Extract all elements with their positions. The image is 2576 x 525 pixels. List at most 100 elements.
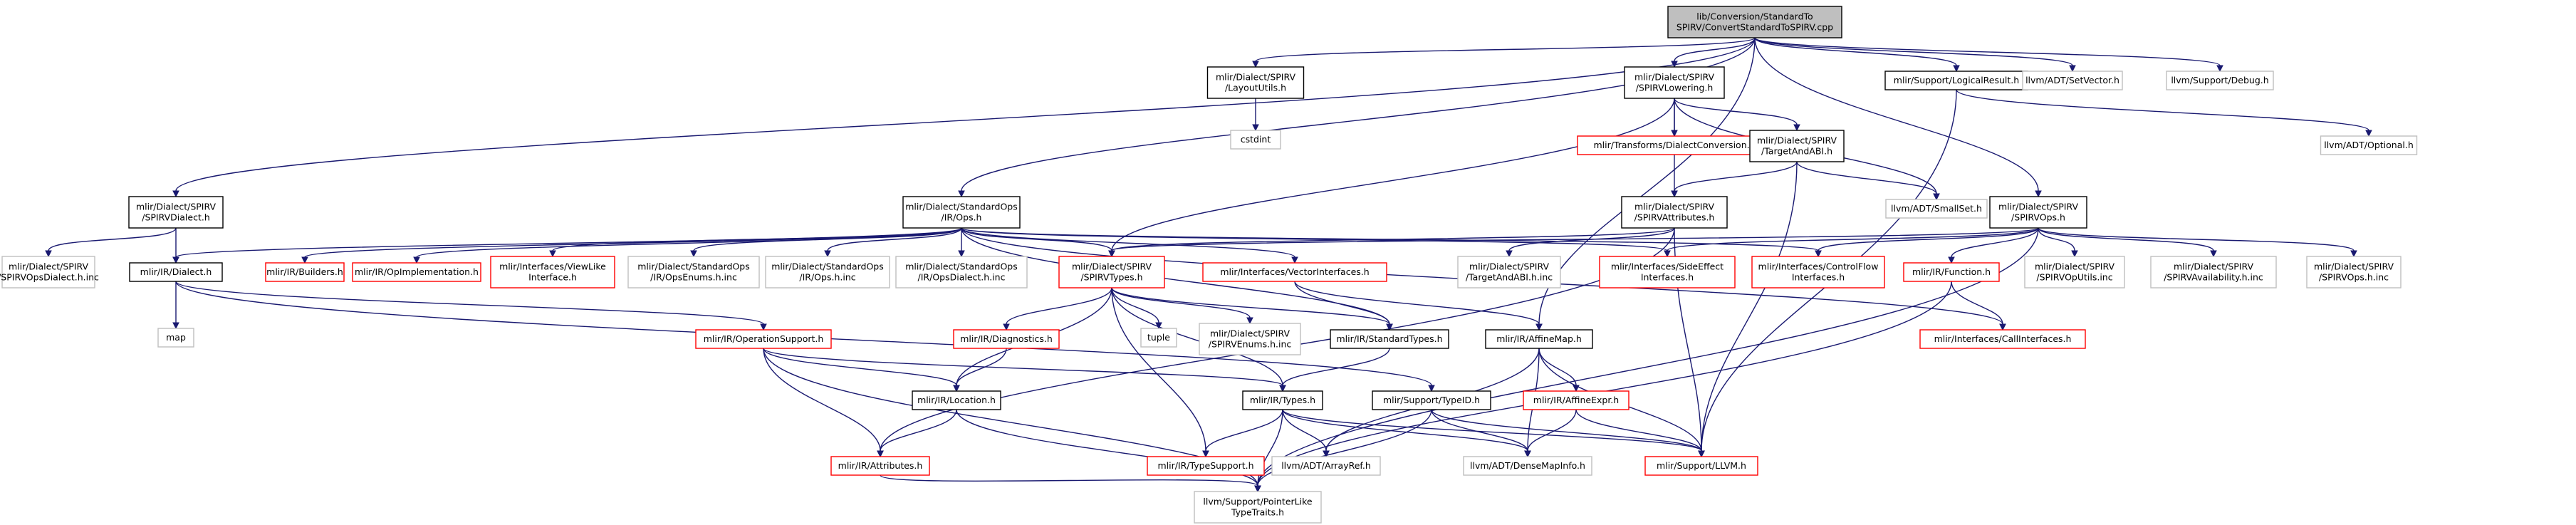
- node-label: mlir/IR/AffineMap.h: [1496, 333, 1582, 344]
- node-label: mlir/IR/AffineExpr.h: [1533, 395, 1619, 405]
- node-sideeffect[interactable]: mlir/Interfaces/SideEffect Interfaces.h: [1599, 256, 1736, 289]
- node-debug[interactable]: llvm/Support/Debug.h: [2166, 71, 2274, 90]
- node-box: [352, 262, 481, 282]
- edge-spirvops-to-controlflow: [1815, 227, 2039, 258]
- node-label: mlir/IR/Function.h: [1912, 266, 1991, 277]
- node-targetabiinc[interactable]: mlir/Dialect/SPIRV/TargetAndABI.h.inc: [1457, 256, 1561, 289]
- node-spirvdialect[interactable]: mlir/Dialect/SPIRV/SPIRVDialect.h: [128, 196, 224, 229]
- node-box: [129, 262, 223, 282]
- node-box: [912, 390, 1001, 410]
- edge-spirvops-to-spirvtypes: [1108, 227, 2039, 258]
- node-smallset[interactable]: llvm/ADT/SmallSet.h: [1885, 199, 1988, 219]
- node-location[interactable]: mlir/IR/Location.h: [912, 390, 1001, 410]
- node-viewlike[interactable]: mlir/Interfaces/ViewLike Interface.h: [490, 256, 615, 289]
- node-targetabi[interactable]: mlir/Dialect/SPIRV/TargetAndABI.h: [1749, 130, 1845, 162]
- node-box: [1885, 199, 1988, 219]
- node-opshinc[interactable]: mlir/Dialect/StandardOps/IR/Ops.h.inc: [765, 256, 890, 289]
- node-label: mlir/Interfaces/ControlFlow Interfaces.h: [1758, 261, 1879, 283]
- node-layout[interactable]: mlir/Dialect/SPIRV/LayoutUtils.h: [1206, 66, 1305, 99]
- node-attributes[interactable]: mlir/IR/Attributes.h: [830, 456, 930, 476]
- node-label: llvm/ADT/DenseMapInfo.h: [1470, 460, 1585, 471]
- node-types[interactable]: mlir/IR/Types.h: [1242, 390, 1323, 410]
- edge-root-to-spirvops: [1754, 37, 2042, 198]
- node-typeid[interactable]: mlir/Support/TypeID.h: [1372, 390, 1491, 410]
- node-spirvopsinc[interactable]: mlir/Dialect/SPIRV/SPIRVOps.h.inc: [2306, 256, 2402, 289]
- edge-affineexpr-to-llvmh: [1575, 409, 1705, 458]
- edge-opsupport-to-location: [763, 348, 960, 393]
- node-label: mlir/Dialect/SPIRV/SPIRVOpsDialect.h.inc: [0, 261, 99, 283]
- node-builders[interactable]: mlir/IR/Builders.h: [265, 262, 345, 282]
- node-enumsinc[interactable]: mlir/Dialect/SPIRV/SPIRVEnums.h.inc: [1199, 323, 1301, 355]
- node-spirvtypes[interactable]: mlir/Dialect/SPIRV/SPIRVTypes.h: [1058, 256, 1165, 289]
- edge-stdops-to-viewlike: [549, 227, 962, 258]
- node-affinemap[interactable]: mlir/IR/AffineMap.h: [1485, 329, 1593, 349]
- node-box: [895, 256, 1028, 289]
- node-label: mlir/IR/Attributes.h: [838, 460, 923, 471]
- node-stdtypes[interactable]: mlir/IR/StandardTypes.h: [1330, 329, 1449, 349]
- edge-targetabi-to-spirvattrs: [1671, 161, 1798, 198]
- node-box: [1667, 6, 1842, 38]
- node-label: mlir/Dialect/StandardOps/IR/Ops.h: [905, 202, 1018, 223]
- edge-lowering-to-spirvtypes: [1108, 98, 1675, 258]
- node-opsdialect2[interactable]: mlir/Dialect/StandardOps/IR/OpsDialect.h…: [895, 256, 1028, 289]
- node-tuple[interactable]: tuple: [1140, 328, 1177, 348]
- node-densemapinfo[interactable]: llvm/ADT/DenseMapInfo.h: [1463, 456, 1592, 476]
- edge-spirvattrs-to-spirvtypes: [1108, 227, 1675, 258]
- edge-spirvops-to-spirvopsinc: [2038, 227, 2357, 258]
- node-calliface[interactable]: mlir/Interfaces/CallInterfaces.h: [1919, 329, 2086, 349]
- node-opsupport[interactable]: mlir/IR/OperationSupport.h: [695, 329, 832, 349]
- edge-root-to-stdops: [958, 37, 1756, 198]
- node-pointerlike[interactable]: llvm/Support/PointerLike TypeTraits.h: [1194, 491, 1322, 524]
- node-opimpl[interactable]: mlir/IR/OpImplementation.h: [352, 262, 481, 282]
- edge-stdops-to-opshinc: [824, 227, 962, 258]
- node-opsenums[interactable]: mlir/Dialect/StandardOps/IR/OpsEnums.h.i…: [627, 256, 760, 289]
- node-function[interactable]: mlir/IR/Function.h: [1903, 262, 2000, 282]
- node-box: [1230, 130, 1281, 150]
- node-box: [2320, 135, 2418, 155]
- node-box: [1884, 71, 2028, 90]
- node-label: mlir/Interfaces/SideEffect Interfaces.h: [1611, 261, 1724, 283]
- node-label: llvm/Support/PointerLike TypeTraits.h: [1203, 497, 1312, 518]
- node-label: mlir/Dialect/SPIRV/SPIRVTypes.h: [1072, 261, 1152, 283]
- edge-stdtypes-to-types: [1279, 348, 1390, 393]
- node-opsdialectinc[interactable]: mlir/Dialect/SPIRV/SPIRVOpsDialect.h.inc: [0, 256, 99, 289]
- node-stdops[interactable]: mlir/Dialect/StandardOps/IR/Ops.h: [902, 196, 1021, 229]
- edge-root-to-logicalres: [1754, 37, 1960, 73]
- edge-logicalres-to-optional: [1956, 89, 2372, 137]
- node-affineexpr[interactable]: mlir/IR/AffineExpr.h: [1523, 390, 1629, 410]
- node-availability[interactable]: mlir/Dialect/SPIRV/SPIRVAvailability.h.i…: [2150, 256, 2277, 289]
- node-label: mlir/Support/LLVM.h: [1657, 460, 1746, 471]
- node-spirvops[interactable]: mlir/Dialect/SPIRV/SPIRVOps.h: [1989, 196, 2087, 229]
- node-controlflow[interactable]: mlir/Interfaces/ControlFlow Interfaces.h: [1751, 256, 1885, 289]
- edge-stdops-to-vectoriface: [961, 227, 1298, 264]
- node-label: lib/Conversion/StandardTo SPIRV/ConvertSt…: [1677, 11, 1833, 33]
- node-dialectconv[interactable]: mlir/Transforms/DialectConversion.h: [1577, 135, 1772, 155]
- node-setvector[interactable]: llvm/ADT/SetVector.h: [2022, 71, 2123, 90]
- node-diagnostics[interactable]: mlir/IR/Diagnostics.h: [953, 329, 1060, 349]
- node-box: [2166, 71, 2274, 90]
- node-box: [2150, 256, 2277, 289]
- edge-vectoriface-to-stdtypes: [1294, 281, 1393, 331]
- node-irdialect[interactable]: mlir/IR/Dialect.h: [129, 262, 223, 282]
- edge-spirvtypes-to-diagnostics: [1003, 287, 1112, 331]
- node-root[interactable]: lib/Conversion/StandardTo SPIRV/ConvertSt…: [1667, 6, 1842, 38]
- node-map[interactable]: map: [157, 328, 194, 348]
- node-lowering[interactable]: mlir/Dialect/SPIRV/SPIRVLowering.h: [1624, 66, 1725, 99]
- edge-root-to-setvector: [1754, 37, 2076, 73]
- node-arrayref[interactable]: llvm/ADT/ArrayRef.h: [1271, 456, 1381, 476]
- node-typesupport[interactable]: mlir/IR/TypeSupport.h: [1147, 456, 1265, 476]
- node-cstdint[interactable]: cstdint: [1230, 130, 1281, 150]
- node-label: llvm/ADT/SmallSet.h: [1891, 203, 1982, 214]
- node-label: mlir/Interfaces/CallInterfaces.h: [1934, 333, 2072, 344]
- node-label: mlir/IR/Dialect.h: [140, 266, 212, 277]
- edge-spirvtypes-to-enumsinc: [1111, 287, 1253, 325]
- node-oputils[interactable]: mlir/Dialect/SPIRV/SPIRVOpUtils.inc: [2024, 256, 2125, 289]
- node-llvmh[interactable]: mlir/Support/LLVM.h: [1644, 456, 1758, 476]
- node-box: [1199, 323, 1301, 355]
- node-vectoriface[interactable]: mlir/Interfaces/VectorInterfaces.h: [1202, 262, 1387, 282]
- node-optional[interactable]: llvm/ADT/Optional.h: [2320, 135, 2418, 155]
- node-label: mlir/Dialect/SPIRV/SPIRVAttributes.h: [1634, 202, 1715, 223]
- node-logicalres[interactable]: mlir/Support/LogicalResult.h: [1884, 71, 2028, 90]
- node-box: [830, 456, 930, 476]
- node-spirvattrs[interactable]: mlir/Dialect/SPIRV/SPIRVAttributes.h: [1621, 196, 1728, 229]
